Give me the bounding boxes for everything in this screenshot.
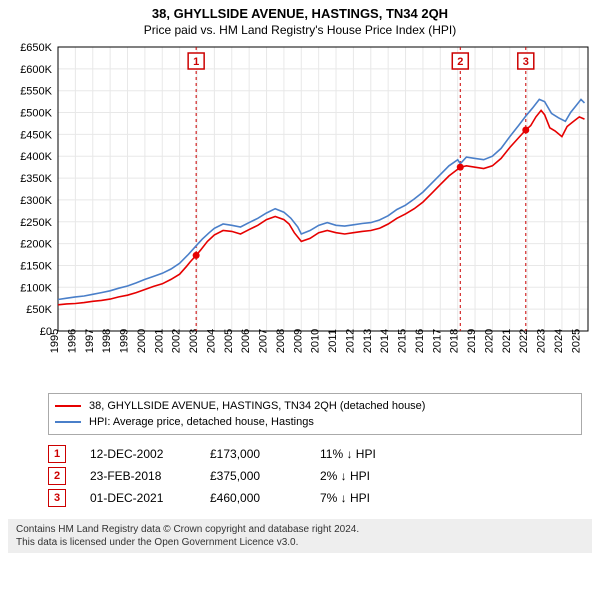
x-axis-label: 2023	[536, 329, 548, 353]
x-axis-label: 1997	[84, 329, 96, 353]
sale-date: 01-DEC-2021	[90, 491, 210, 505]
y-axis-label: £400K	[20, 151, 52, 163]
x-axis-label: 2003	[188, 329, 200, 353]
x-axis-label: 2019	[466, 329, 478, 353]
y-axis-label: £150K	[20, 260, 52, 272]
legend-item: HPI: Average price, detached house, Hast…	[55, 414, 575, 430]
legend-label: 38, GHYLLSIDE AVENUE, HASTINGS, TN34 2QH…	[89, 398, 425, 414]
x-axis-label: 2011	[327, 329, 339, 353]
x-axis-label: 1998	[101, 329, 113, 353]
legend-label: HPI: Average price, detached house, Hast…	[89, 414, 314, 430]
x-axis-label: 2020	[483, 329, 495, 353]
y-axis-label: £600K	[20, 64, 52, 76]
x-axis-label: 2013	[362, 329, 374, 353]
x-axis-label: 2009	[292, 329, 304, 353]
sale-price: £173,000	[210, 447, 320, 461]
x-axis-label: 2001	[153, 329, 165, 353]
sale-diff: 11% ↓ HPI	[320, 447, 440, 461]
chart-svg: £0£50K£100K£150K£200K£250K£300K£350K£400…	[8, 43, 592, 383]
sale-date: 23-FEB-2018	[90, 469, 210, 483]
x-axis-label: 2004	[205, 329, 217, 353]
x-axis-label: 2002	[171, 329, 183, 353]
chart-legend: 38, GHYLLSIDE AVENUE, HASTINGS, TN34 2QH…	[48, 393, 582, 435]
sale-point	[522, 127, 529, 134]
sale-point	[457, 164, 464, 171]
sale-point	[193, 252, 200, 259]
legend-swatch	[55, 405, 81, 407]
footer-attribution: Contains HM Land Registry data © Crown c…	[8, 519, 592, 553]
x-axis-label: 2000	[136, 329, 148, 353]
x-axis-label: 2005	[223, 329, 235, 353]
x-axis-label: 2021	[501, 329, 513, 353]
x-axis-label: 2016	[414, 329, 426, 353]
sale-price: £460,000	[210, 491, 320, 505]
sale-marker-num: 3	[523, 56, 529, 68]
x-axis-label: 2025	[570, 329, 582, 353]
y-axis-label: £200K	[20, 239, 52, 251]
sale-marker-num: 2	[457, 56, 463, 68]
x-axis-label: 2007	[258, 329, 270, 353]
sale-number-box: 2	[48, 467, 66, 485]
x-axis-label: 2008	[275, 329, 287, 353]
chart-title-address: 38, GHYLLSIDE AVENUE, HASTINGS, TN34 2QH	[8, 6, 592, 21]
chart-title-sub: Price paid vs. HM Land Registry's House …	[8, 23, 592, 37]
sale-price: £375,000	[210, 469, 320, 483]
y-axis-label: £100K	[20, 282, 52, 294]
legend-item: 38, GHYLLSIDE AVENUE, HASTINGS, TN34 2QH…	[55, 398, 575, 414]
sale-row: 2 23-FEB-2018£375,0002% ↓ HPI	[48, 467, 582, 485]
x-axis-label: 2022	[518, 329, 530, 353]
sale-date: 12-DEC-2002	[90, 447, 210, 461]
y-axis-label: £50K	[26, 304, 52, 316]
y-axis-label: £300K	[20, 195, 52, 207]
sale-diff: 2% ↓ HPI	[320, 469, 440, 483]
sale-number-box: 1	[48, 445, 66, 463]
x-axis-label: 1996	[66, 329, 78, 353]
y-axis-label: £650K	[20, 43, 52, 54]
y-axis-label: £550K	[20, 86, 52, 98]
y-axis-label: £450K	[20, 129, 52, 141]
x-axis-label: 2014	[379, 329, 391, 353]
x-axis-label: 2010	[310, 329, 322, 353]
x-axis-label: 2018	[449, 329, 461, 353]
footer-line1: Contains HM Land Registry data © Crown c…	[16, 523, 584, 536]
footer-line2: This data is licensed under the Open Gov…	[16, 536, 584, 549]
sale-row: 1 12-DEC-2002£173,00011% ↓ HPI	[48, 445, 582, 463]
x-axis-label: 1995	[49, 329, 61, 353]
sale-marker-num: 1	[193, 56, 199, 68]
chart-series	[58, 110, 585, 304]
y-axis-label: £350K	[20, 173, 52, 185]
legend-swatch	[55, 421, 81, 423]
y-axis-label: £250K	[20, 217, 52, 229]
y-axis-label: £500K	[20, 108, 52, 120]
x-axis-label: 1999	[119, 329, 131, 353]
x-axis-label: 2024	[553, 329, 565, 353]
x-axis-label: 2015	[397, 329, 409, 353]
sales-list: 1 12-DEC-2002£173,00011% ↓ HPI 2 23-FEB-201…	[48, 445, 582, 507]
sale-diff: 7% ↓ HPI	[320, 491, 440, 505]
sale-number-box: 3	[48, 489, 66, 507]
x-axis-label: 2006	[240, 329, 252, 353]
x-axis-label: 2012	[344, 329, 356, 353]
price-chart: £0£50K£100K£150K£200K£250K£300K£350K£400…	[8, 43, 592, 383]
x-axis-label: 2017	[431, 329, 443, 353]
sale-row: 3 01-DEC-2021£460,0007% ↓ HPI	[48, 489, 582, 507]
